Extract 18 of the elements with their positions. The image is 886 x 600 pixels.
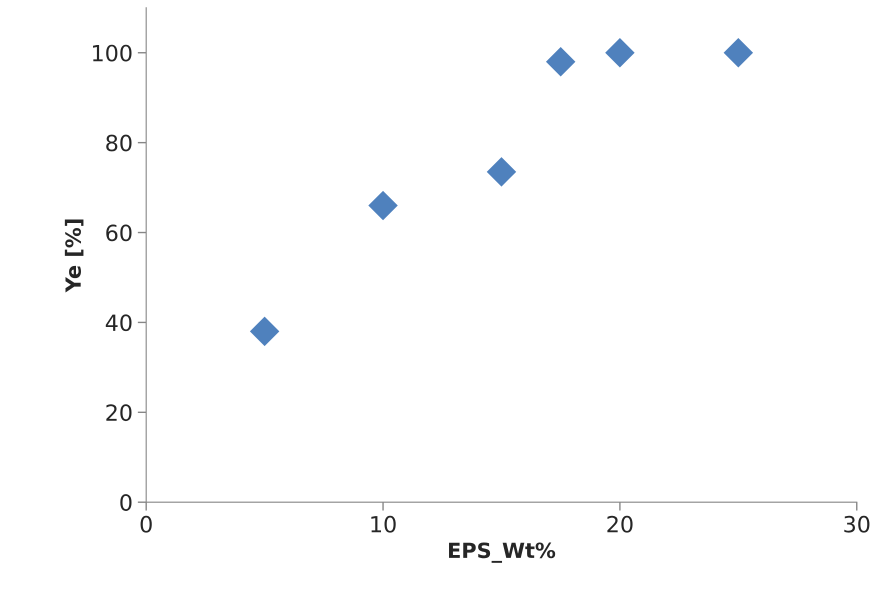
y-tick-label: 40 [106,314,132,332]
y-tick-label: 20 [106,404,132,422]
point [605,38,634,68]
point [487,157,516,186]
y-axis-title: Ye [%] [64,220,84,292]
x-tick-label: 30 [844,516,870,533]
x-tick-label: 10 [371,516,396,533]
x-axis-title: EPS_Wt% [449,542,556,563]
y-tick-label: 60 [106,224,132,242]
point [724,38,753,68]
y-tick-label: 100 [93,44,132,62]
point [546,47,576,76]
y-tick-label: 80 [106,134,132,152]
x-tick-label: 20 [607,516,633,533]
y-tick-label: 0 [120,494,132,511]
point [250,316,280,346]
point [368,191,398,220]
x-tick-label: 0 [140,516,152,533]
